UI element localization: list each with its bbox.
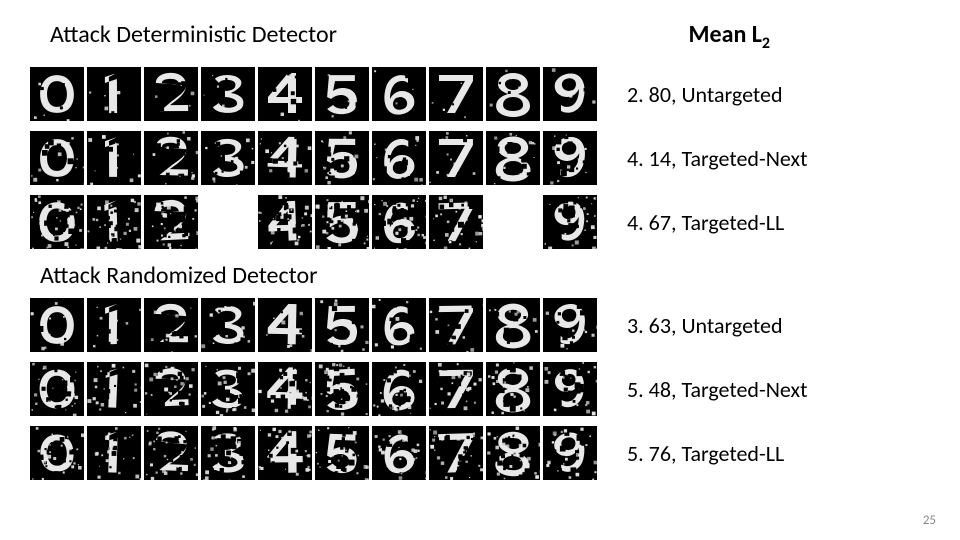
digit-0 (30, 195, 84, 249)
row-metric-label: 5. 48, Targeted-Next (627, 376, 808, 403)
digit-8 (486, 131, 540, 185)
digit-5 (315, 131, 369, 185)
digit-3 (201, 362, 255, 416)
row-metric-label: 5. 76, Targeted-LL (627, 440, 784, 467)
digit-9 (543, 298, 597, 352)
digit-9 (543, 195, 597, 249)
digit-8 (486, 67, 540, 121)
digit-strip (30, 362, 597, 416)
digit-6 (372, 195, 426, 249)
digit-5 (315, 362, 369, 416)
digit-4 (258, 67, 312, 121)
digit-9 (543, 426, 597, 480)
digit-7 (429, 67, 483, 121)
digit-9 (543, 131, 597, 185)
digit-4 (258, 362, 312, 416)
digit-0 (30, 362, 84, 416)
digit-1 (87, 131, 141, 185)
digit-0 (30, 131, 84, 185)
digit-5 (315, 298, 369, 352)
digit-strip (30, 195, 597, 249)
row-metric-label: 2. 80, Untargeted (627, 81, 783, 108)
digit-2 (144, 298, 198, 352)
digit-3 (201, 131, 255, 185)
digit-2 (144, 195, 198, 249)
row-metric-label: 4. 67, Targeted-LL (627, 209, 784, 236)
example-row: 5. 76, Targeted-LL (30, 426, 930, 480)
section-title: Attack Randomized Detector (40, 261, 930, 290)
digit-6 (372, 67, 426, 121)
digit-4 (258, 298, 312, 352)
digit-2 (144, 67, 198, 121)
digit-7 (429, 195, 483, 249)
digit-3 (201, 426, 255, 480)
digit-1 (87, 67, 141, 121)
page-number: 25 (923, 513, 936, 528)
digit-5 (315, 426, 369, 480)
digit-6 (372, 426, 426, 480)
digit-1 (87, 426, 141, 480)
mean-l2-header: Mean L2 (689, 20, 770, 53)
digit-4 (258, 195, 312, 249)
example-row: 2. 80, Untargeted (30, 67, 930, 121)
section-title: Attack Deterministic Detector (50, 20, 337, 49)
digit-1 (87, 362, 141, 416)
digit-5 (315, 67, 369, 121)
example-row: 5. 48, Targeted-Next (30, 362, 930, 416)
digit-strip (30, 426, 597, 480)
digit-2 (144, 362, 198, 416)
digit-7 (429, 131, 483, 185)
example-row: 4. 14, Targeted-Next (30, 131, 930, 185)
digit-6 (372, 298, 426, 352)
example-row: 4. 67, Targeted-LL (30, 195, 930, 249)
digit-3 (201, 195, 255, 249)
digit-8 (486, 362, 540, 416)
digit-4 (258, 131, 312, 185)
digit-6 (372, 362, 426, 416)
digit-9 (543, 362, 597, 416)
digit-2 (144, 426, 198, 480)
digit-0 (30, 298, 84, 352)
digit-3 (201, 298, 255, 352)
digit-strip (30, 298, 597, 352)
digit-strip (30, 131, 597, 185)
digit-strip (30, 67, 597, 121)
digit-4 (258, 426, 312, 480)
row-metric-label: 3. 63, Untargeted (627, 312, 783, 339)
example-row: 3. 63, Untargeted (30, 298, 930, 352)
digit-7 (429, 362, 483, 416)
digit-8 (486, 426, 540, 480)
digit-7 (429, 298, 483, 352)
digit-1 (87, 195, 141, 249)
digit-8 (486, 298, 540, 352)
row-metric-label: 4. 14, Targeted-Next (627, 145, 808, 172)
digit-6 (372, 131, 426, 185)
digit-0 (30, 67, 84, 121)
digit-9 (543, 67, 597, 121)
digit-3 (201, 67, 255, 121)
digit-5 (315, 195, 369, 249)
digit-0 (30, 426, 84, 480)
digit-1 (87, 298, 141, 352)
digit-7 (429, 426, 483, 480)
digit-2 (144, 131, 198, 185)
digit-8 (486, 195, 540, 249)
